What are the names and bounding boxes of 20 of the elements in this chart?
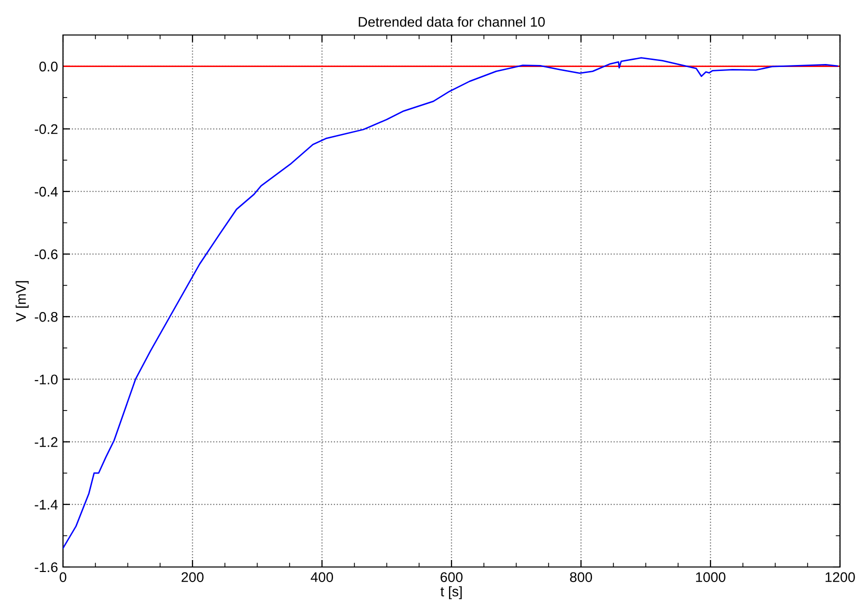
x-tick-label: 600 [440,572,463,582]
x-tick-label: 1200 [826,572,855,582]
y-tick-label: -1.6 [34,562,58,572]
y-tick-label: -0.8 [34,312,58,322]
y-tick-label: -1.0 [34,374,58,384]
chart-title: Detrended data for channel 10 [358,16,545,27]
x-tick-label: 0 [60,572,66,582]
x-tick-label: 1000 [696,572,726,582]
line-series [63,57,838,549]
x-tick-label: 800 [570,572,592,582]
y-tick-label: -1.4 [34,500,58,510]
y-axis-title: V [mV] [16,281,29,322]
y-tick-label: -0.4 [34,186,58,197]
x-tick-label: 400 [310,572,334,582]
x-tick-label: 200 [182,572,204,582]
y-tick-label: 0.0 [39,62,58,72]
x-axis-title: t [s] [440,586,462,600]
y-tick-label: -0.6 [34,249,58,260]
y-tick-label: -1.2 [34,437,58,447]
y-tick-label: -0.2 [34,124,58,134]
